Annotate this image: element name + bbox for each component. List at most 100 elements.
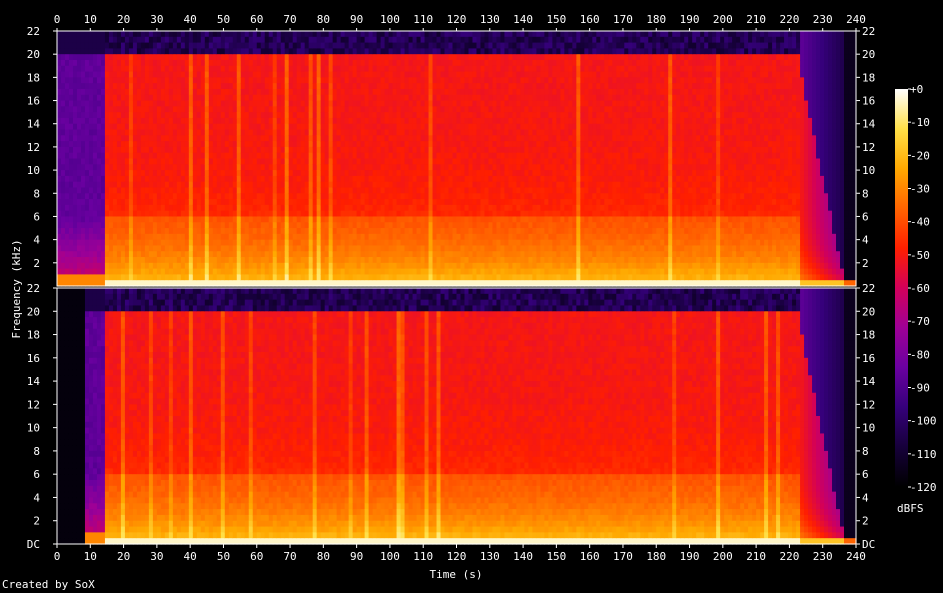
spectrogram-cell [328,100,334,107]
spectrogram-cell [88,146,94,154]
spectrogram-cell [352,94,358,102]
spectrogram-cell [124,251,130,258]
spectrogram-cell [328,187,334,194]
spectrogram-cell [428,152,434,160]
spectrogram-cell [192,233,198,241]
spectrogram-cell [292,94,298,102]
spectrogram-cell [224,199,230,206]
spectrogram-cell [480,222,486,229]
spectrogram-cell [400,77,406,84]
spectrogram-cell [296,210,302,218]
spectrogram-cell [308,245,314,252]
spectrogram-cell [304,112,310,119]
spectrogram-cell [84,274,90,281]
spectrogram-cell [180,71,186,78]
spectrogram-cell [96,42,102,49]
spectrogram-cell [180,210,186,218]
spectrogram-cell [356,152,362,160]
spectrogram-cell [252,199,258,206]
spectrogram-cell [244,141,250,148]
spectrogram-cell [160,257,166,264]
spectrogram-cell [196,204,202,212]
spectrogram-cell [104,77,110,84]
spectrogram-cell [432,42,438,49]
spectrogram-cell [300,239,306,247]
spectrogram-cell [260,141,266,148]
spectrogram-cell [84,94,90,102]
spectrogram-cell [476,268,482,276]
spectrogram-cell [168,77,174,84]
spectrogram-cell [220,88,226,96]
spectrogram-cell [276,71,282,78]
spectrogram-cell [332,251,338,258]
spectrogram-cell [168,199,174,206]
spectrogram-cell [100,216,106,223]
spectrogram-cell [404,129,410,136]
spectrogram-cell [324,141,330,148]
spectrogram-cell [352,88,358,96]
spectrogram-cell [340,204,346,212]
spectrogram-cell [140,280,146,287]
spectrogram-cell [488,36,494,44]
spectrogram-cell [224,65,230,73]
spectrogram-cell [300,48,306,55]
spectrogram-cell [380,100,386,107]
spectrogram-cell [456,262,462,270]
spectrogram-cell [200,31,206,38]
spectrogram-cell [280,117,286,125]
spectrogram-cell [372,123,378,131]
spectrogram-cell [280,31,286,38]
spectrogram-cell [188,193,194,200]
spectrogram-cell [348,31,354,38]
spectrogram-cell [208,71,214,78]
spectrogram-cell [144,210,150,218]
spectrogram-cell [324,251,330,258]
spectrogram-cell [152,71,158,78]
spectrogram-cell [432,141,438,148]
spectrogram-cell [340,100,346,107]
spectrogram-cell [248,245,254,252]
spectrogram-cell [176,135,182,142]
spectrogram-cell [208,42,214,49]
spectrogram-cell [408,106,414,113]
spectrogram-cell [80,187,86,194]
spectrogram-cell [464,71,470,78]
spectrogram-cell [444,228,450,235]
spectrogram-cell [180,181,186,189]
spectrogram-cell [108,83,114,90]
spectrogram-cell [268,146,274,154]
spectrogram-cell [96,280,102,287]
spectrogram-cell [316,158,322,165]
spectrogram-cell [344,152,350,160]
spectrogram-cell [432,199,438,206]
spectrogram-cell [184,257,190,264]
spectrogram-cell [112,94,118,102]
spectrogram-cell [380,257,386,264]
spectrogram-cell [276,100,282,107]
spectrogram-cell [124,216,130,223]
spectrogram-cell [436,31,442,38]
spectrogram-cell [348,59,354,67]
spectrogram-cell [252,251,258,258]
spectrogram-cell [220,31,226,38]
spectrogram-cell [320,181,326,189]
spectrogram-cell [360,204,366,212]
spectrogram-cell [184,77,190,84]
spectrogram-cell [440,54,446,61]
spectrogram-cell [280,193,286,200]
spectrogram-cell [80,112,86,119]
spectrogram-cell [244,216,250,223]
spectrogram-cell [484,31,490,38]
spectrogram-cell [436,164,442,171]
spectrogram-cell [100,135,106,142]
spectrogram-cell [112,204,118,212]
spectrogram-cell [412,257,418,264]
spectrogram-cell [352,222,358,229]
spectrogram-cell [256,187,262,194]
spectrogram-cell [372,36,378,44]
spectrogram-cell [456,146,462,154]
spectrogram-cell [364,48,370,55]
spectrogram-cell [292,141,298,148]
spectrogram-cell [476,146,482,154]
spectrogram-cell [400,146,406,154]
